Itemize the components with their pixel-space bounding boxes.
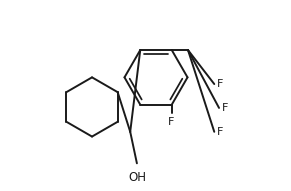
Text: F: F: [217, 79, 223, 89]
Text: OH: OH: [128, 171, 146, 184]
Text: F: F: [168, 117, 174, 127]
Text: F: F: [217, 127, 223, 137]
Text: F: F: [222, 103, 228, 113]
